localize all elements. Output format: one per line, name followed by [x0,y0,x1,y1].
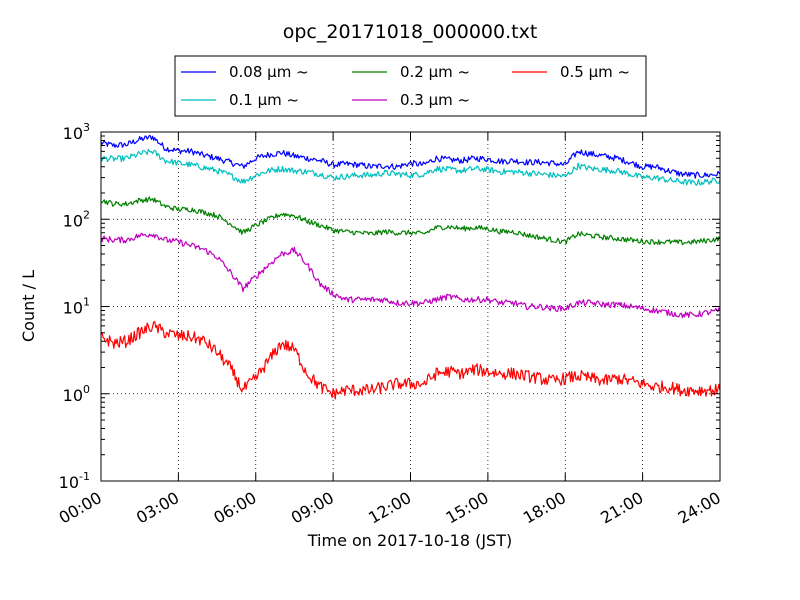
y-tick-label: 103 [63,121,90,143]
legend-label: 0.08 μm ~ [229,63,309,81]
chart-title: opc_20171018_000000.txt [283,21,538,43]
y-axis-label: Count / L [19,270,38,342]
series-line-2 [100,196,721,246]
series-layer [100,134,721,400]
y-tick-label: 102 [63,208,90,230]
legend-label: 0.2 μm ~ [400,63,470,81]
series-line-3 [100,232,721,319]
legend-box [174,55,647,117]
x-axis-label: Time on 2017-10-18 (JST) [307,531,512,550]
series-line-1 [100,148,721,186]
legend-label: 0.5 μm ~ [560,63,630,81]
legend-label: 0.1 μm ~ [229,91,299,109]
y-tick-label: 10-1 [59,470,90,492]
legend-label: 0.3 μm ~ [400,91,470,109]
series-line-4 [100,321,721,400]
series-line-0 [100,134,721,179]
tick-layer [100,131,721,482]
y-tick-label: 100 [63,383,90,405]
legend: 0.08 μm ~ 0.1 μm ~ 0.2 μm ~ 0.3 μm ~ 0.5 μm … [174,55,647,117]
y-tick-labels: 10-1 100 101 102 103 [59,121,90,492]
y-tick-label: 101 [63,296,90,318]
